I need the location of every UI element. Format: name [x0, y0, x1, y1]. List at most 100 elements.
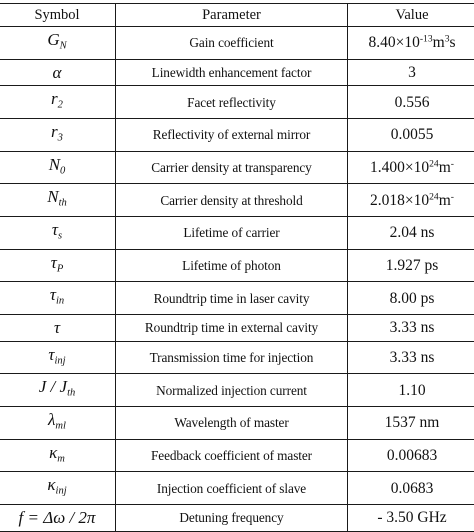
- value-main: 1.10: [398, 382, 425, 399]
- symbol-base: N: [49, 155, 60, 174]
- symbol-cell: τinj: [0, 341, 116, 374]
- value-main: 3.33 ns: [390, 349, 435, 366]
- symbol-base: N: [47, 187, 58, 206]
- value-main: 2.04 ns: [390, 224, 435, 241]
- value-cell: 3: [348, 59, 474, 86]
- value-unit: m: [439, 159, 451, 176]
- parameter-cell: Carrier density at threshold: [116, 184, 348, 217]
- symbol-base: κ: [47, 475, 55, 494]
- table-row: f = Δω / 2π Detuning frequency - 3.50 GHz: [0, 505, 474, 532]
- symbol-cell: J / Jth: [0, 374, 116, 407]
- symbol-cell: r3: [0, 118, 116, 151]
- value-unit-exponent: -: [451, 191, 454, 202]
- value-cell: 0.0055: [348, 118, 474, 151]
- value-main: 0.556: [395, 94, 430, 111]
- value-cell: 0.556: [348, 86, 474, 119]
- symbol-cell: r2: [0, 86, 116, 119]
- symbol-subscript: th: [67, 388, 75, 399]
- value-main: 1.400×10: [370, 159, 429, 176]
- symbol-cell: α: [0, 59, 116, 86]
- symbol-cell: τP: [0, 249, 116, 282]
- value-cell: 0.0683: [348, 472, 474, 505]
- value-cell: 2.018×1024m-: [348, 184, 474, 217]
- symbol-subscript: inj: [54, 355, 65, 366]
- header-parameter: Parameter: [116, 4, 348, 27]
- symbol-base: τ: [54, 318, 60, 337]
- value-main: 3: [408, 64, 416, 81]
- value-exponent: -13: [420, 34, 433, 45]
- header-symbol: Symbol: [0, 4, 116, 27]
- parameter-cell: Transmission time for injection: [116, 341, 348, 374]
- parameter-cell: Gain coefficient: [116, 27, 348, 60]
- value-cell: 8.00 ps: [348, 282, 474, 315]
- symbol-cell: κinj: [0, 472, 116, 505]
- value-main: 8.40×10: [368, 34, 419, 51]
- value-cell: 2.04 ns: [348, 217, 474, 250]
- parameter-cell: Normalized injection current: [116, 374, 348, 407]
- parameter-cell: Detuning frequency: [116, 505, 348, 532]
- symbol-cell: N0: [0, 151, 116, 184]
- symbol-cell: τs: [0, 217, 116, 250]
- parameter-cell: Injection coefficient of slave: [116, 472, 348, 505]
- symbol-cell: τin: [0, 282, 116, 315]
- symbol-subscript: m: [57, 453, 65, 464]
- parameter-cell: Lifetime of photon: [116, 249, 348, 282]
- symbol-cell: κm: [0, 439, 116, 472]
- value-main: 1537 nm: [385, 414, 440, 431]
- parameter-cell: Linewidth enhancement factor: [116, 59, 348, 86]
- value-main: 0.00683: [387, 447, 437, 464]
- symbol-cell: GN: [0, 27, 116, 60]
- symbol-subscript: ml: [55, 421, 66, 432]
- value-cell: 1.927 ps: [348, 249, 474, 282]
- symbol-subscript: s: [58, 231, 62, 242]
- value-cell: 1.400×1024m-: [348, 151, 474, 184]
- value-unit-exponent: -: [451, 159, 454, 170]
- value-exponent: 24: [429, 191, 439, 202]
- symbol-base: r: [51, 122, 58, 141]
- parameter-cell: Lifetime of carrier: [116, 217, 348, 250]
- symbol-subscript: N: [60, 41, 67, 52]
- parameter-cell: Roundtrip time in external cavity: [116, 315, 348, 342]
- value-cell: 8.40×10-13m3s: [348, 27, 474, 60]
- value-cell: 0.00683: [348, 439, 474, 472]
- value-unit: m: [433, 34, 445, 51]
- parameter-cell: Feedback coefficient of master: [116, 439, 348, 472]
- value-cell: 3.33 ns: [348, 341, 474, 374]
- symbol-base: J / J: [39, 377, 67, 396]
- value-main: 2.018×10: [370, 192, 429, 209]
- value-cell: 1.10: [348, 374, 474, 407]
- value-main: 1.927 ps: [386, 257, 439, 274]
- value-main: 0.0683: [391, 480, 434, 497]
- symbol-cell: f = Δω / 2π: [0, 505, 116, 532]
- value-cell: 3.33 ns: [348, 315, 474, 342]
- symbol-base: f = Δω / 2π: [19, 508, 96, 527]
- symbol-base: G: [47, 30, 59, 49]
- parameter-cell: Reflectivity of external mirror: [116, 118, 348, 151]
- symbol-subscript: inj: [56, 486, 67, 497]
- header-row: Symbol Parameter Value: [0, 4, 474, 27]
- symbol-subscript: P: [57, 263, 63, 274]
- symbol-cell: Nth: [0, 184, 116, 217]
- value-main: 0.0055: [391, 126, 434, 143]
- parameter-cell: Roundtrip time in laser cavity: [116, 282, 348, 315]
- value-main: - 3.50 GHz: [377, 509, 446, 526]
- symbol-subscript: in: [56, 296, 64, 307]
- parameter-cell: Facet reflectivity: [116, 86, 348, 119]
